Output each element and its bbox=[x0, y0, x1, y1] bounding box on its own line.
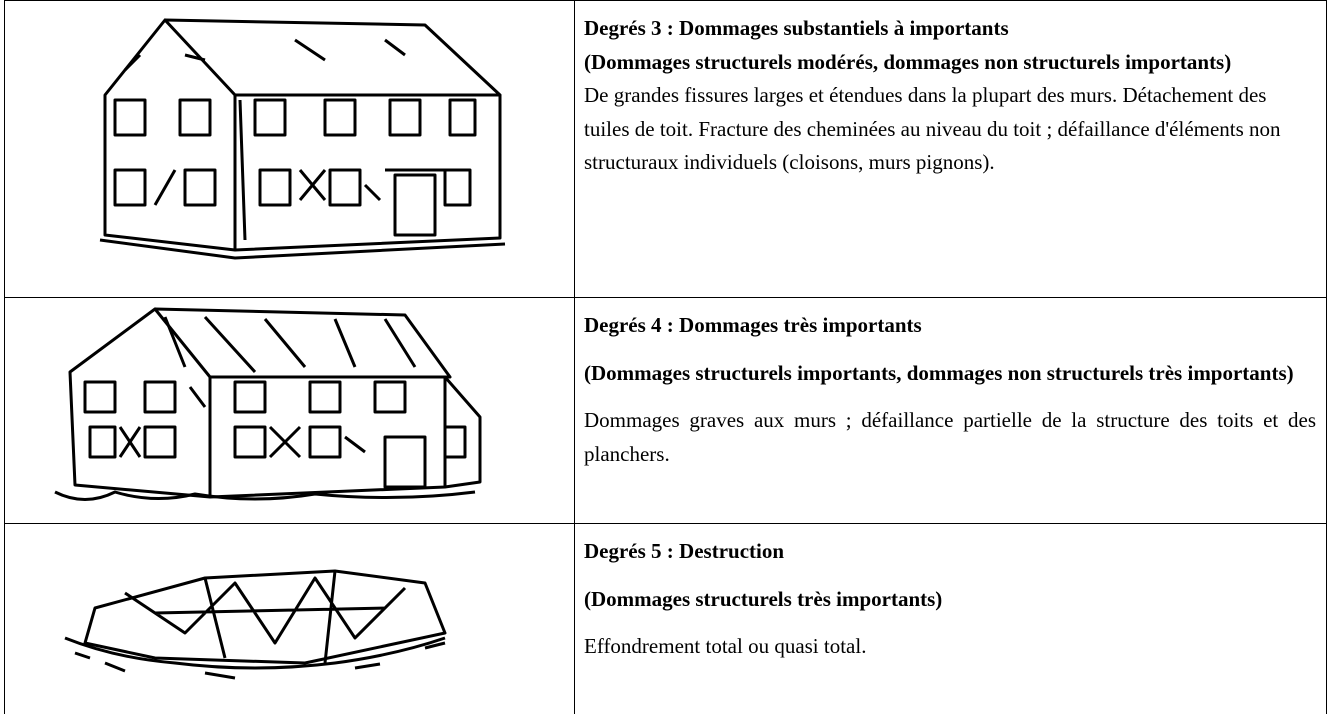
text-cell: Degrés 5 : Destruction (Dommages structu… bbox=[575, 523, 1327, 714]
rubble-drawing bbox=[64, 569, 447, 680]
damage-title: Degrés 5 : Destruction bbox=[584, 539, 785, 563]
image-cell bbox=[4, 0, 575, 297]
image-cell bbox=[4, 523, 575, 714]
damage-subtitle: (Dommages structurels importants, dommag… bbox=[584, 360, 1294, 385]
house-drawing bbox=[99, 18, 506, 260]
text-cell: Degrés 3 : Dommages substantiels à impor… bbox=[575, 0, 1327, 297]
image-cell bbox=[4, 297, 575, 523]
damage-description: De grandes fissures larges et étendues d… bbox=[584, 83, 1281, 174]
damage-subtitle: (Dommages structurels modérés, dommages … bbox=[584, 49, 1232, 74]
damage-description: Dommages graves aux murs ; défaillance p… bbox=[584, 408, 1316, 466]
table-border bbox=[4, 523, 1327, 524]
damage-description: Effondrement total ou quasi total. bbox=[584, 634, 867, 658]
damage-subtitle: (Dommages structurels très importants) bbox=[584, 586, 943, 611]
damage-title: Degrés 4 : Dommages très importants bbox=[584, 313, 922, 337]
table-border bbox=[4, 297, 1327, 298]
house-drawing bbox=[54, 307, 482, 501]
damage-title: Degrés 3 : Dommages substantiels à impor… bbox=[584, 16, 1009, 40]
table-border bbox=[4, 0, 1327, 1]
text-cell: Degrés 4 : Dommages très importants (Dom… bbox=[575, 297, 1327, 523]
